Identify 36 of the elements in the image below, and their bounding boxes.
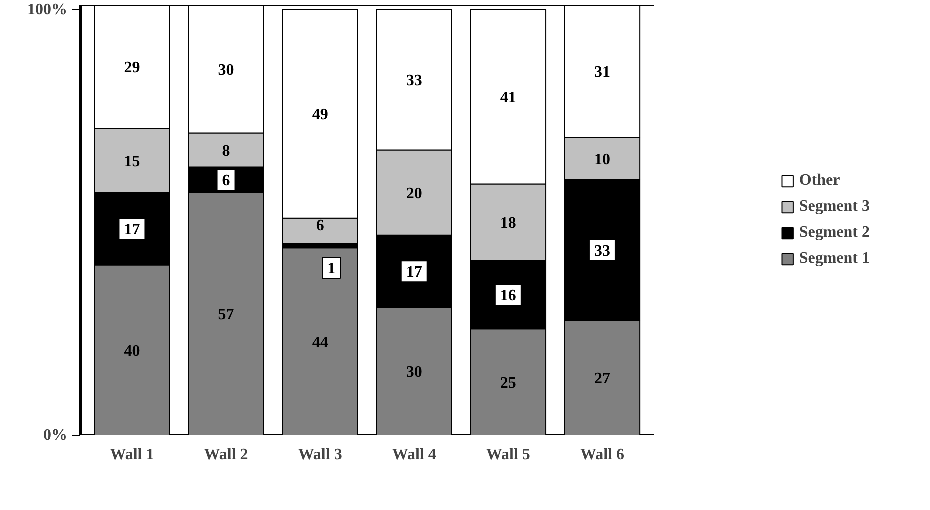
data-label: 8: [222, 142, 230, 160]
x-tick-label: Wall 5: [486, 446, 530, 464]
data-label: 31: [594, 64, 610, 81]
data-label: 33: [406, 72, 422, 90]
data-label: 6: [316, 218, 324, 235]
x-tick-label: Wall 6: [580, 446, 624, 464]
data-label: 27: [594, 370, 610, 388]
data-label: 17: [406, 264, 422, 282]
legend-label: Segment 2: [799, 224, 870, 242]
data-label: 33: [594, 242, 610, 260]
data-label: 57: [218, 306, 234, 324]
data-label: 18: [500, 215, 516, 232]
data-label: 6: [222, 172, 230, 190]
data-label: 10: [594, 151, 610, 168]
data-label: 1: [328, 260, 336, 278]
data-label: 20: [406, 185, 422, 202]
data-label: 40: [124, 342, 140, 360]
data-label: 44: [312, 334, 328, 352]
data-label: 49: [312, 106, 328, 124]
legend-label: Segment 1: [799, 250, 870, 268]
y-tick-label: 0%: [44, 427, 68, 444]
data-label: 16: [500, 288, 516, 305]
x-tick-label: Wall 3: [298, 446, 342, 464]
data-label: 25: [500, 374, 516, 392]
data-label: 41: [500, 90, 516, 107]
data-label: 29: [124, 60, 140, 77]
data-label: 15: [124, 153, 140, 170]
data-label: 17: [124, 222, 140, 239]
legend-label: Other: [799, 172, 840, 190]
y-tick-label: 100%: [28, 1, 68, 18]
x-tick-label: Wall 2: [204, 446, 248, 464]
legend-label: Segment 3: [799, 198, 870, 216]
data-label: 30: [406, 364, 422, 382]
data-label: 30: [218, 62, 234, 79]
x-tick-label: Wall 4: [392, 446, 436, 464]
x-tick-label: Wall 1: [110, 446, 154, 464]
